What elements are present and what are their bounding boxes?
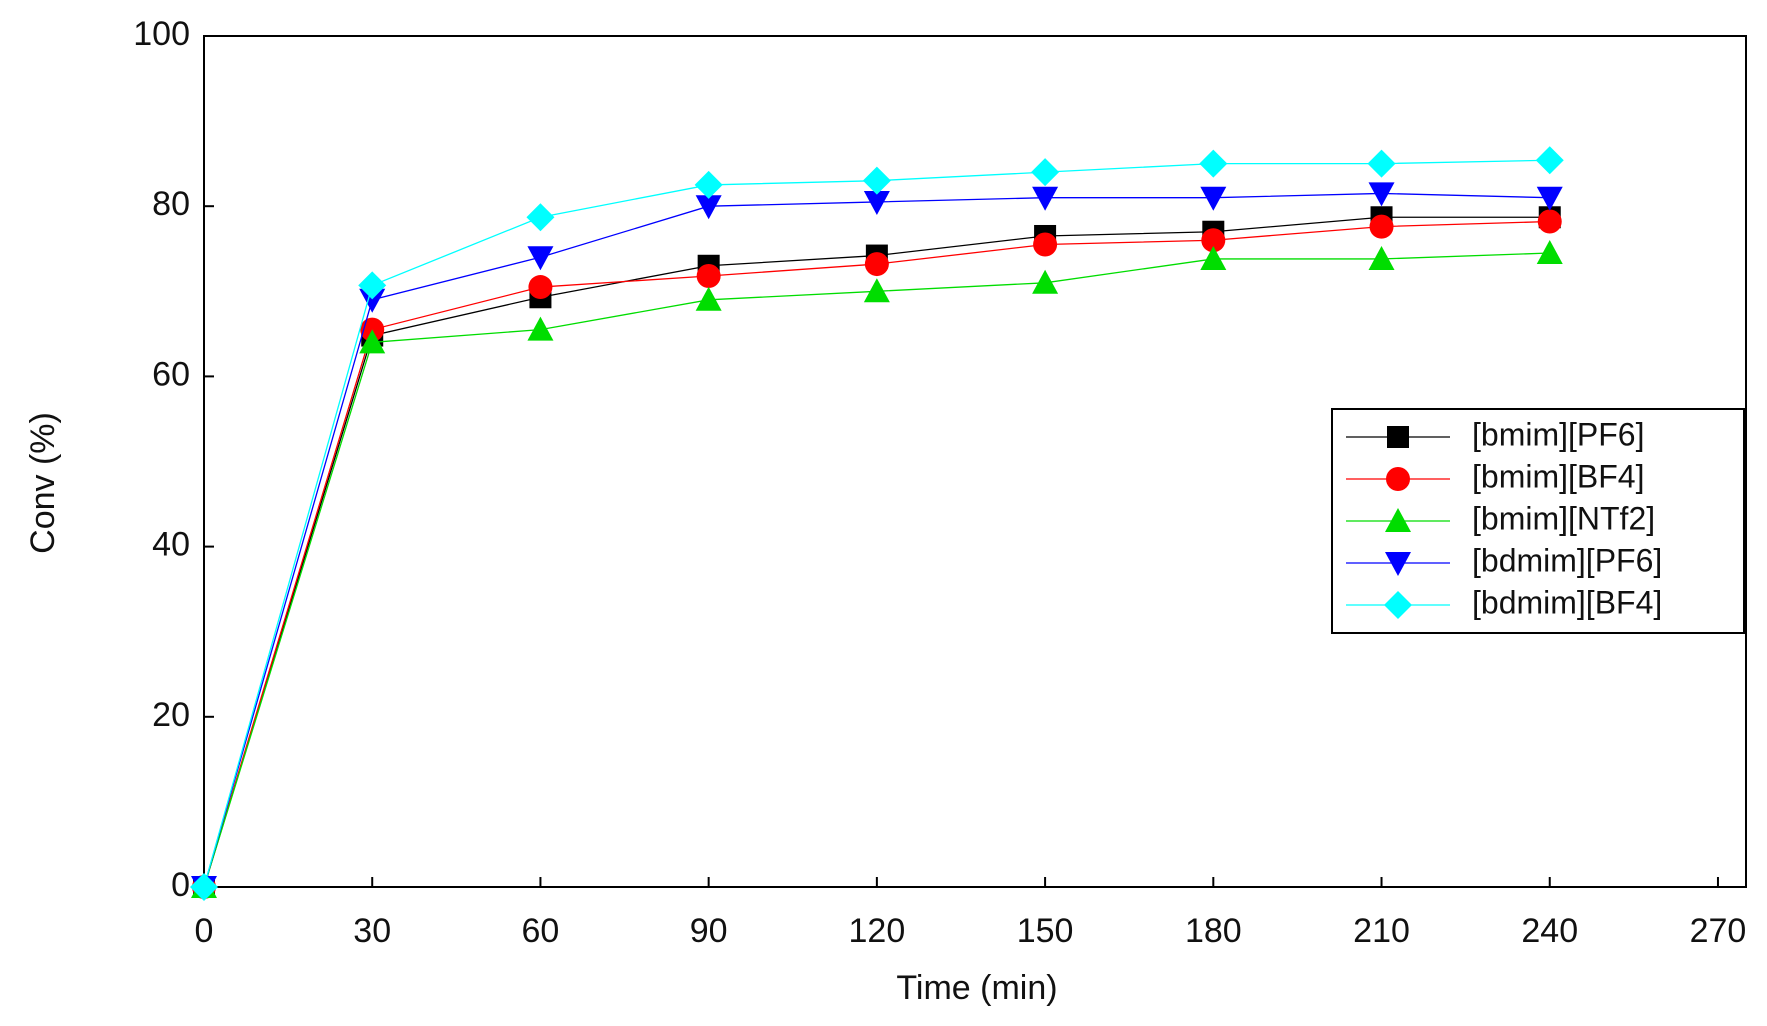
x-tick-label: 60 <box>522 912 560 950</box>
marker <box>1536 186 1563 211</box>
marker <box>1368 245 1395 270</box>
marker <box>862 166 891 195</box>
y-tick-label: 100 <box>133 15 190 53</box>
marker <box>864 252 889 277</box>
marker <box>528 275 553 300</box>
marker <box>695 195 722 220</box>
marker <box>696 263 721 288</box>
marker <box>1032 186 1059 211</box>
marker <box>526 203 555 232</box>
marker <box>694 170 723 199</box>
marker <box>863 190 890 215</box>
marker <box>1200 245 1227 270</box>
x-axis-label: Time (min) <box>896 969 1057 1007</box>
legend-label: [bdmim][PF6] <box>1472 542 1662 578</box>
x-tick-label: 120 <box>849 912 906 950</box>
y-tick-label: 0 <box>171 866 190 904</box>
x-tick-label: 30 <box>353 912 391 950</box>
marker <box>1200 186 1227 211</box>
x-tick-label: 0 <box>195 912 214 950</box>
y-tick-label: 80 <box>152 185 190 223</box>
marker <box>1536 240 1563 265</box>
y-tick-label: 40 <box>152 526 190 564</box>
marker <box>527 316 554 341</box>
marker <box>1199 149 1228 178</box>
marker <box>1385 552 1411 576</box>
marker <box>190 873 218 901</box>
marker <box>863 278 890 303</box>
x-tick-label: 270 <box>1690 912 1747 950</box>
marker <box>1032 269 1059 294</box>
legend-label: [bdmim][BF4] <box>1472 584 1662 620</box>
marker <box>695 286 722 311</box>
marker <box>1386 467 1410 491</box>
y-axis-label: Conv (%) <box>24 412 62 554</box>
marker <box>359 329 386 354</box>
marker <box>1369 214 1394 239</box>
plot-frame <box>203 35 1747 888</box>
x-tick-label: 210 <box>1353 912 1410 950</box>
marker <box>1537 209 1562 234</box>
legend-label: [bmim][PF6] <box>1472 416 1644 452</box>
x-tick-label: 150 <box>1017 912 1074 950</box>
x-tick-label: 180 <box>1185 912 1242 950</box>
x-tick-label: 240 <box>1521 912 1578 950</box>
marker <box>1535 146 1564 175</box>
marker <box>358 271 387 300</box>
marker <box>1385 508 1411 532</box>
marker <box>1033 232 1058 257</box>
marker <box>527 246 554 271</box>
marker <box>1368 182 1395 207</box>
y-tick-label: 60 <box>152 355 190 393</box>
legend-label: [bmim][BF4] <box>1472 458 1644 494</box>
marker <box>359 288 386 313</box>
marker <box>1384 591 1412 619</box>
marker <box>1031 158 1060 187</box>
x-tick-label: 90 <box>690 912 728 950</box>
marker <box>1387 426 1409 448</box>
y-tick-label: 20 <box>152 696 190 734</box>
marker <box>1201 228 1226 253</box>
legend-label: [bmim][NTf2] <box>1472 500 1655 536</box>
marker <box>1367 149 1396 178</box>
